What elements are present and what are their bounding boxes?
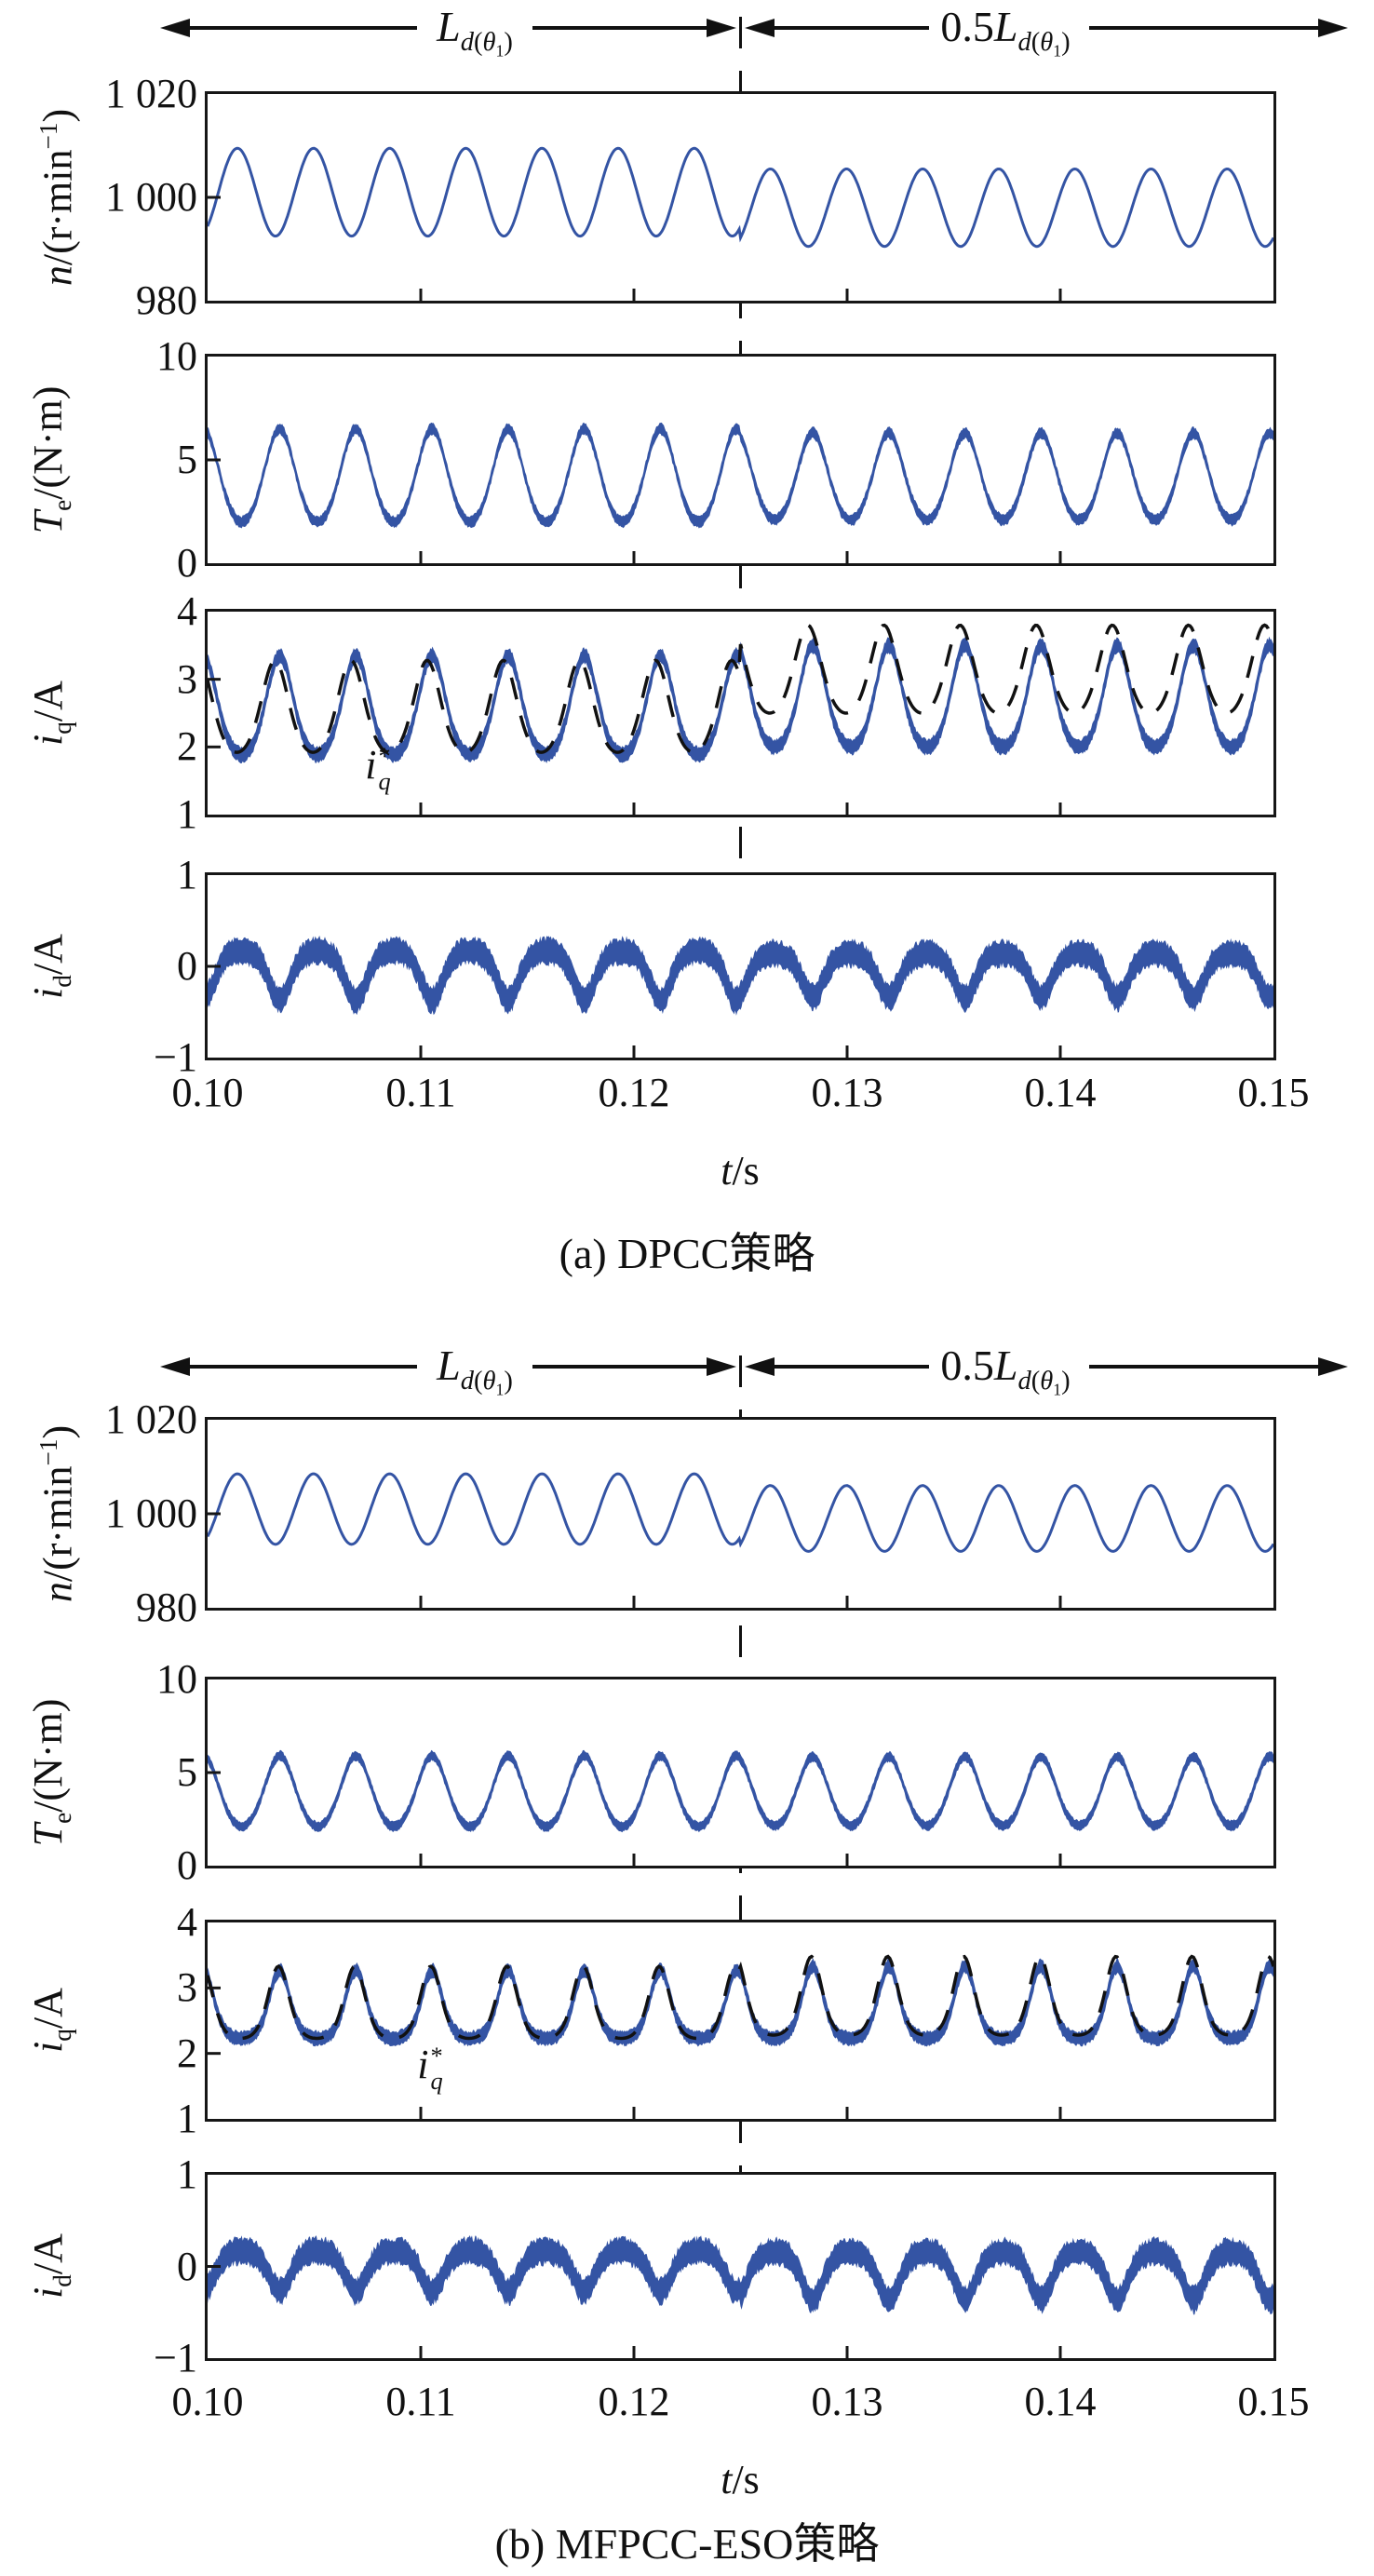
y-tick-label: 3	[177, 656, 197, 702]
y-tick-label: 2	[177, 723, 197, 769]
trace-n	[208, 146, 1273, 249]
x-tick-label: 0.10	[171, 1070, 244, 1115]
arrowhead-right-icon	[1318, 1357, 1348, 1376]
y-tick-label: 1 020	[105, 71, 197, 116]
y-tick-label: 1	[177, 2096, 197, 2141]
trace-iq_ref	[208, 623, 1273, 754]
subplot-b-torque	[205, 1677, 1276, 1868]
torque-waveform-canvas	[208, 422, 1273, 563]
y-tick-label: 0	[177, 1842, 197, 1888]
y-tick-label: 1 020	[105, 1396, 197, 1442]
x-tick-label: 0.13	[811, 1070, 883, 1115]
x-tick-label: 0.11	[385, 2379, 456, 2424]
subplot-a-speed	[205, 91, 1276, 303]
y-tick-label: 2	[177, 2030, 197, 2076]
y-tick-label: 1	[177, 852, 197, 897]
trace-Te	[208, 422, 1273, 529]
subplot-b-iq	[205, 1920, 1276, 2122]
panel-b-caption: (b) MFPCC-ESO策略	[494, 2520, 880, 2568]
id-waveform-canvas	[208, 935, 1273, 1058]
y-tick-label: 5	[177, 437, 197, 482]
y-tick-label: 5	[177, 1749, 197, 1795]
y-tick-label: 980	[136, 1585, 197, 1630]
subplot-a-torque	[205, 354, 1276, 566]
y-tick-label: 4	[177, 1899, 197, 1945]
trace-id	[208, 2235, 1273, 2315]
y-tick-label: 10	[156, 1656, 197, 1702]
x-tick-label: 0.14	[1024, 1070, 1097, 1115]
subplot-a-iq	[205, 609, 1276, 817]
trace-id	[208, 935, 1273, 1016]
inductance-before-label: Ld(θ1)	[437, 1342, 513, 1399]
y-tick-label: 1	[177, 791, 197, 837]
arrowhead-left-icon	[745, 1357, 775, 1376]
x-axis-label: t/s	[721, 2457, 760, 2502]
x-tick-label: 0.10	[171, 2379, 244, 2424]
iq-ref-label: i * q	[365, 742, 391, 795]
y-tick-label: 4	[177, 588, 197, 634]
arrowhead-left-icon	[160, 19, 190, 37]
y-tick-label: 0	[177, 540, 197, 586]
subplot-b-id	[205, 2172, 1276, 2361]
y-tick-label: 0	[177, 2244, 197, 2289]
y-tick-label: 1 000	[105, 1490, 197, 1536]
arrowhead-right-icon	[707, 19, 736, 37]
speed-waveform-canvas	[208, 146, 1273, 301]
iq-ref-label: i * q	[417, 2042, 443, 2095]
y-tick-label: 0	[177, 943, 197, 989]
y-tick-label: −1	[154, 2335, 197, 2380]
panel-a-caption: (a) DPCC策略	[559, 1230, 815, 1277]
y-tick-label: 980	[136, 277, 197, 323]
x-tick-label: 0.12	[598, 1070, 670, 1115]
trace-iq_ref	[208, 1954, 1273, 2041]
x-tick-label: 0.13	[811, 2379, 883, 2424]
arrowhead-right-icon	[1318, 19, 1348, 37]
subplot-b-speed	[205, 1417, 1276, 1611]
y-tick-label: −1	[154, 1034, 197, 1080]
x-tick-label: 0.14	[1024, 2379, 1097, 2424]
x-tick-label: 0.12	[598, 2379, 670, 2424]
iq-waveform-canvas	[208, 1954, 1273, 2119]
y-tick-label: 1	[177, 2151, 197, 2197]
iq-waveform-canvas	[208, 623, 1273, 815]
id-waveform-canvas	[208, 2235, 1273, 2358]
speed-waveform-canvas	[208, 1472, 1273, 1608]
inductance-before-label: Ld(θ1)	[437, 3, 513, 61]
torque-waveform-canvas	[208, 1749, 1273, 1866]
arrowhead-left-icon	[160, 1357, 190, 1376]
x-tick-label: 0.15	[1237, 1070, 1310, 1115]
arrowhead-right-icon	[707, 1357, 736, 1376]
x-tick-label: 0.11	[385, 1070, 456, 1115]
x-tick-label: 0.15	[1237, 2379, 1310, 2424]
y-tick-label: 3	[177, 1964, 197, 2010]
trace-Te	[208, 1749, 1273, 1833]
trace-n	[208, 1472, 1273, 1553]
subplot-a-id	[205, 872, 1276, 1060]
y-tick-label: 1 000	[105, 174, 197, 220]
y-tick-label: 10	[156, 333, 197, 379]
x-axis-label: t/s	[721, 1148, 760, 1194]
inductance-after-label: 0.5Ld(θ1)	[940, 3, 1071, 61]
inductance-after-label: 0.5Ld(θ1)	[940, 1342, 1071, 1399]
arrowhead-left-icon	[745, 19, 775, 37]
